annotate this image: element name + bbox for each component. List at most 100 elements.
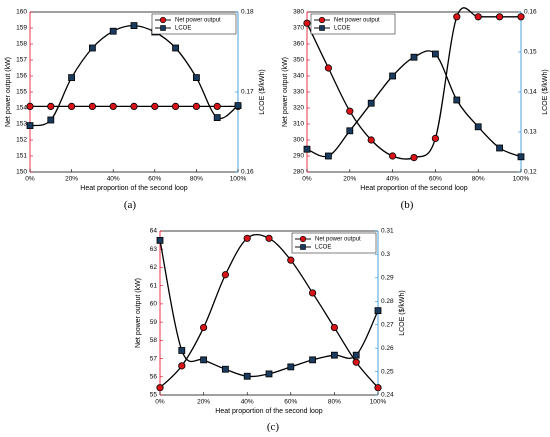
c2-y-left-tick-label: 63	[150, 246, 158, 253]
c1-y-left-tick-label: 380	[293, 9, 304, 16]
c0-series-1-line	[29, 24, 239, 127]
c2-series-1-point	[222, 365, 229, 373]
c0-y-left-tick-label: 159	[16, 25, 27, 32]
c1-series-0-point	[496, 13, 504, 21]
c1-series-1-point	[410, 53, 418, 61]
c2-series-0-point	[221, 271, 230, 279]
c1-x-tick-label: 40%	[386, 176, 399, 183]
c1-series-1-point	[303, 145, 311, 153]
c1-y-left-tick-label: 360	[293, 41, 304, 48]
c2-legend-label: Net power output	[315, 237, 361, 243]
c2-y-right-axis-label: LCOE ($/kWh)	[399, 290, 406, 336]
c1-series-1-point	[367, 99, 375, 107]
c0-series-1-point	[192, 74, 200, 81]
c1-x-tick-label: 80%	[472, 176, 485, 183]
c0-y-right-tick-label: 0.18	[241, 9, 254, 16]
c0-y-left-tick-label: 154	[16, 105, 27, 112]
chart-c-svg: 0% 20% 40% 60% 80% 100% 55 56 57 58 59 60 61 62 63 64 0.…	[135, 228, 406, 415]
c1-y-left-tick-label: 330	[293, 89, 304, 96]
c1-y-right-tick-label: 0.12	[524, 169, 537, 176]
chart-panel-c: 0% 20% 40% 60% 80% 100% 55 56 57 58 59 60 61 62 63 64 0.…	[130, 219, 420, 437]
c2-x-tick-label: 20%	[197, 399, 210, 406]
c1-series-1-point	[474, 123, 482, 131]
c2-x-tick-label: 80%	[328, 399, 341, 406]
c1-y-left-tick-label: 320	[293, 105, 304, 112]
c2-series-0-point	[200, 323, 208, 332]
c0-legend-label: Net power output	[175, 18, 221, 24]
c2-y-left-tick-label: 55	[150, 392, 158, 399]
c2-y-right-tick-label: 0.26	[381, 345, 394, 352]
c2-y-left-tick-label: 62	[150, 264, 158, 271]
chart-panel-b: 0% 20% 40% 60% 80% 100% 280 290 300 310 320 330 340 3…	[275, 0, 550, 218]
c1-legend-label: Net power output	[334, 18, 380, 24]
c1-series-0-point	[431, 134, 439, 142]
c2-x-tick-label: 0%	[155, 399, 165, 406]
c1-x-tick-label: 60%	[429, 176, 442, 183]
c2-y-left-tick-label: 58	[150, 337, 158, 344]
c1-y-left-axis-label: Net power output (kW)	[282, 57, 289, 127]
c2-series-1-point	[352, 351, 360, 359]
c0-y-left-axis-label: Net power output (kW)	[5, 57, 12, 127]
c0-series-0-point	[68, 102, 76, 111]
c1-series-0-point	[474, 13, 482, 21]
c1-y-right-tick-label: 0.14	[524, 89, 537, 96]
c2-series-1-point	[330, 351, 338, 359]
c0-series-1-point	[213, 114, 221, 121]
chart-b-svg: 0% 20% 40% 60% 80% 100% 280 290 300 310 320 330 340 3…	[282, 7, 549, 192]
c2-y-left-tick-label: 64	[150, 228, 158, 235]
c0-series-1-point	[172, 44, 180, 52]
c1-y-left-tick-label: 300	[293, 137, 304, 144]
c2-series-0-point	[374, 384, 382, 392]
c2-y-right-tick-label: 0.29	[381, 275, 394, 282]
c1-legend-marker	[319, 25, 325, 31]
c1-y-right-axis-label: LCOE ($/kWh)	[542, 69, 549, 115]
c2-series-1-point	[265, 370, 273, 378]
c1-legend-marker	[318, 16, 326, 24]
c0-y-right-axis-label: LCOE ($/kWh)	[259, 69, 266, 115]
c2-legend-label: LCOE	[315, 245, 331, 251]
c0-x-tick-label: 40%	[107, 176, 120, 183]
c1-y-right-tick-label: 0.13	[524, 129, 537, 136]
c1-series-1-point	[325, 152, 332, 160]
c0-y-left-tick-label: 151	[16, 153, 27, 160]
c0-x-tick-label: 20%	[65, 176, 78, 183]
c1-x-tick-label: 0%	[302, 176, 312, 183]
chart-a-svg: 0% 20% 40% 60% 80% 100% 150 151 152 153 154 155 156 1…	[5, 9, 266, 192]
c2-x-tick-label: 40%	[241, 399, 254, 406]
c1-y-left-tick-label: 310	[293, 121, 304, 128]
c2-series-0-point	[330, 323, 338, 332]
c0-series-0-point	[130, 102, 138, 111]
c1-series-1-point	[517, 153, 525, 161]
c0-y-left-tick-label: 153	[16, 121, 27, 128]
c1-series-1-point	[496, 144, 504, 152]
c2-y-right-tick-label: 0.24	[381, 392, 394, 399]
c2-y-left-tick-label: 56	[150, 373, 158, 380]
c2-series-1-point	[374, 307, 382, 315]
c1-legend-box	[310, 13, 396, 35]
c2-series-0-point	[287, 256, 295, 264]
c0-y-left-tick-label: 156	[16, 73, 27, 80]
c2-series-1-point	[243, 372, 251, 380]
c2-series-0-point	[352, 358, 360, 366]
c1-y-left-tick-label: 290	[293, 153, 304, 160]
c0-y-left-tick-label: 152	[16, 137, 27, 144]
c2-y-right-tick-label: 0.31	[381, 228, 394, 235]
c1-series-1-point	[453, 96, 461, 104]
c0-legend-marker	[160, 25, 166, 31]
c2-x-axis-label: Heat proportion of the second loop	[215, 408, 323, 415]
c2-legend-box	[291, 232, 377, 254]
chart-panel-a: 0% 20% 40% 60% 80% 100% 150 151 152 153 154 155 156 1…	[0, 0, 275, 218]
c2-y-left-tick-label: 59	[150, 319, 158, 326]
c0-x-tick-label: 100%	[230, 176, 247, 183]
c2-y-right-tick-label: 0.27	[381, 321, 394, 328]
c0-y-right-tick-label: 0.16	[241, 169, 254, 176]
c2-series-1-line	[159, 240, 379, 378]
c0-series-0-point	[47, 102, 55, 111]
c0-y-left-tick-label: 158	[16, 41, 27, 48]
c0-legend-marker	[159, 16, 167, 24]
c0-series-1-point	[26, 122, 34, 129]
c2-series-1-point	[287, 363, 295, 371]
c1-series-0-point	[453, 13, 461, 21]
c1-series-0-point	[389, 152, 397, 160]
c2-y-right-tick-label: 0.28	[381, 298, 394, 305]
